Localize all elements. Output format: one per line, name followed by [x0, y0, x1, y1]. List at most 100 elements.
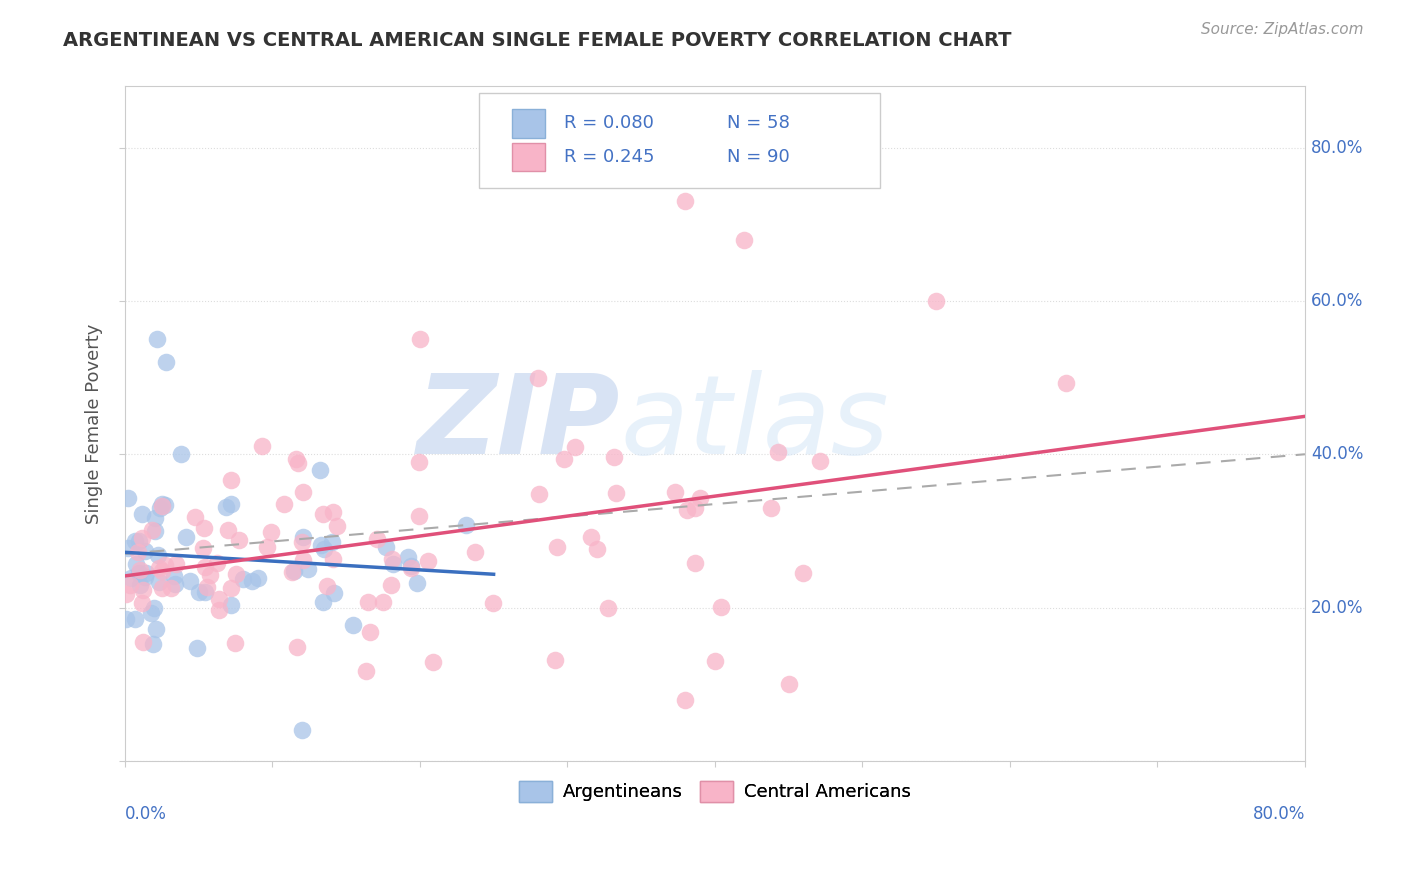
Point [323, 586, 346, 600]
Point [256, 540, 278, 554]
Point [309, 538, 332, 552]
Point [194, 560, 217, 574]
Point [399, 558, 422, 573]
Point [129, 563, 152, 577]
Point [564, 440, 586, 454]
Point [454, 518, 477, 533]
Point [193, 520, 215, 534]
Point [194, 585, 217, 599]
Point [155, 355, 177, 369]
Point [225, 566, 247, 581]
Point [145, 622, 167, 636]
Point [127, 545, 149, 559]
Point [291, 485, 314, 500]
Point [675, 503, 697, 517]
Point [374, 541, 396, 555]
Point [703, 654, 725, 668]
Point [579, 530, 602, 544]
Point [118, 578, 141, 592]
Point [132, 582, 155, 597]
Text: N = 58: N = 58 [727, 114, 790, 132]
Point [683, 500, 706, 515]
Point [125, 558, 148, 572]
Point [115, 612, 138, 626]
Text: 60.0%: 60.0% [1310, 292, 1364, 310]
Point [527, 370, 550, 384]
Point [205, 556, 228, 570]
Point [150, 564, 173, 578]
Point [131, 596, 153, 610]
Point [165, 557, 187, 571]
Point [287, 456, 309, 470]
Text: R = 0.080: R = 0.080 [564, 114, 654, 132]
Point [283, 564, 305, 578]
Point [219, 497, 242, 511]
Point [250, 439, 273, 453]
Point [131, 531, 153, 545]
Point [356, 664, 378, 678]
Point [260, 525, 283, 540]
Point [153, 558, 176, 572]
Point [146, 332, 169, 346]
Point [342, 618, 364, 632]
Point [186, 641, 208, 656]
Point [778, 677, 800, 691]
Point [322, 505, 344, 519]
Y-axis label: Single Female Poverty: Single Female Poverty [86, 324, 103, 524]
Point [165, 576, 187, 591]
Point [925, 293, 948, 308]
Point [768, 444, 790, 458]
Point [406, 576, 429, 591]
Point [128, 566, 150, 580]
Point [359, 625, 381, 640]
Point [408, 455, 430, 469]
Point [141, 524, 163, 538]
Point [120, 571, 142, 585]
Point [124, 612, 146, 626]
Point [281, 565, 304, 579]
Point [297, 561, 319, 575]
Point [481, 596, 503, 610]
Point [408, 509, 430, 524]
Text: 40.0%: 40.0% [1310, 445, 1364, 463]
Text: ARGENTINEAN VS CENTRAL AMERICAN SINGLE FEMALE POVERTY CORRELATION CHART: ARGENTINEAN VS CENTRAL AMERICAN SINGLE F… [63, 31, 1012, 50]
Point [145, 511, 167, 525]
Point [215, 500, 238, 514]
Point [291, 535, 314, 549]
Point [380, 577, 402, 591]
Point [326, 518, 349, 533]
Point [733, 233, 755, 247]
Point [152, 499, 174, 513]
Text: 80.0%: 80.0% [1253, 805, 1305, 822]
Text: ZIP: ZIP [418, 370, 620, 477]
Text: R = 0.245: R = 0.245 [564, 148, 654, 166]
Point [198, 568, 221, 582]
Point [396, 549, 419, 564]
Point [163, 569, 186, 583]
Point [399, 561, 422, 575]
Point [117, 491, 139, 505]
Point [409, 332, 432, 346]
Point [228, 533, 250, 547]
Point [761, 500, 783, 515]
Legend: Argentineans, Central Americans: Argentineans, Central Americans [512, 774, 918, 809]
FancyBboxPatch shape [512, 143, 546, 171]
Point [224, 636, 246, 650]
Point [128, 578, 150, 592]
Point [598, 600, 620, 615]
Point [142, 600, 165, 615]
Point [291, 723, 314, 738]
Point [808, 454, 831, 468]
Point [128, 533, 150, 548]
Point [193, 541, 215, 555]
FancyBboxPatch shape [512, 110, 546, 137]
Point [683, 556, 706, 570]
Point [366, 533, 388, 547]
Point [135, 566, 157, 580]
Point [291, 530, 314, 544]
Point [664, 485, 686, 500]
Point [115, 587, 138, 601]
Point [179, 574, 201, 588]
Point [141, 606, 163, 620]
Point [174, 530, 197, 544]
